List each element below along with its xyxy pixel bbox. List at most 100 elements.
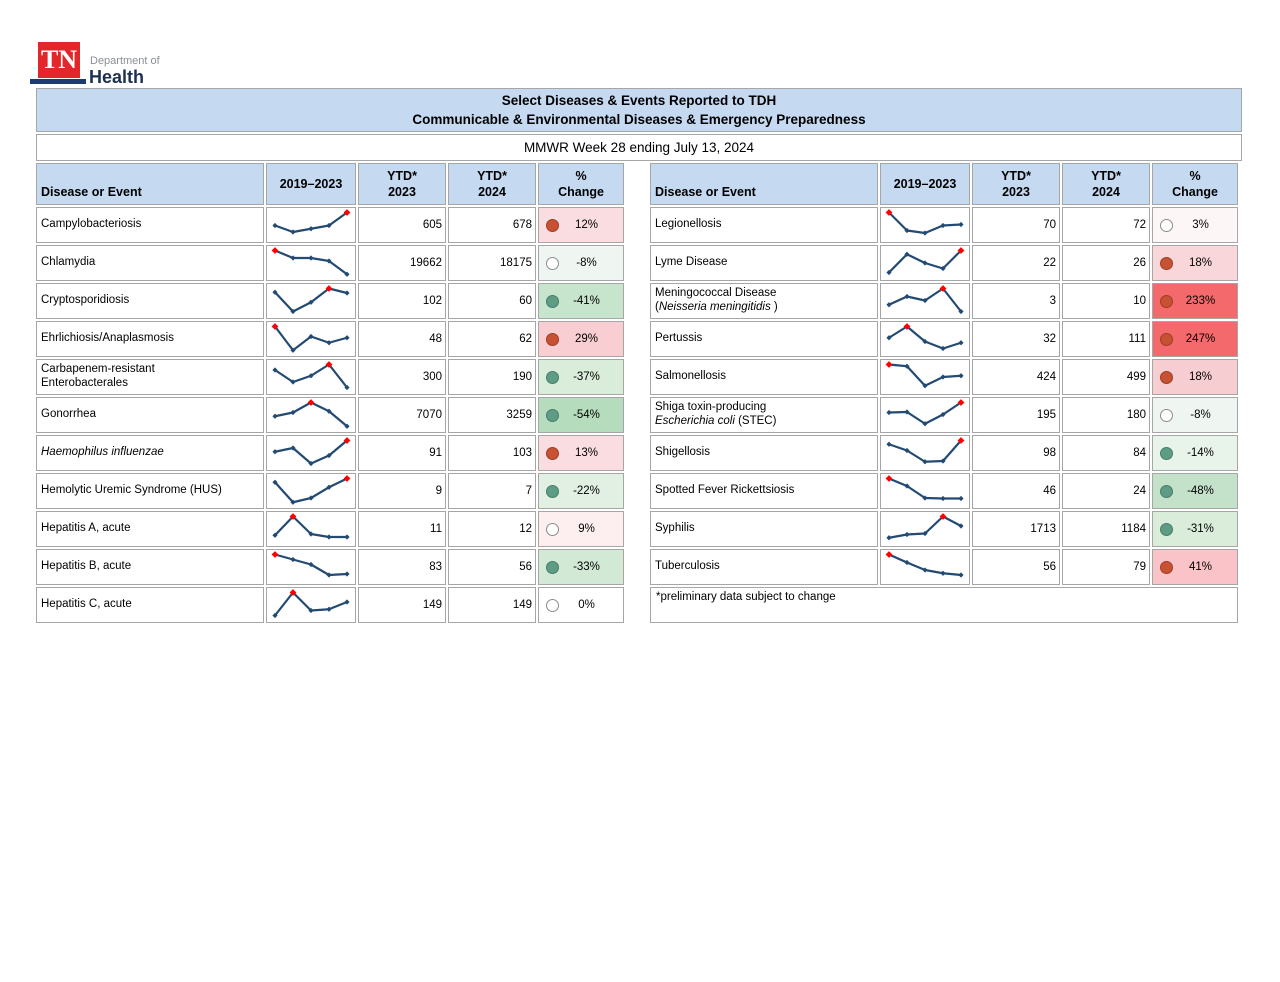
left-disease-name: Hepatitis A, acute — [36, 511, 264, 547]
trend-sparkline-svg — [886, 285, 964, 315]
spark-point-marker — [290, 409, 296, 416]
spark-point-marker — [922, 495, 928, 501]
right-ytd-2023-value: 32 — [972, 321, 1060, 357]
spark-point-marker — [272, 413, 278, 419]
right-ytd-2023-value: 46 — [972, 473, 1060, 509]
trend-sparkline-svg — [272, 209, 351, 235]
trend-sparkline-svg — [886, 437, 965, 465]
left-pct-change-cell: -22% — [538, 473, 624, 509]
spark-point-marker — [344, 534, 350, 540]
left-trend-sparkline — [266, 359, 356, 395]
spark-point-marker — [308, 255, 314, 261]
right-pct-change-cell: 18% — [1152, 245, 1238, 281]
spark-point-marker — [290, 445, 296, 451]
left-pct-change-cell: -33% — [538, 549, 624, 585]
left-trend-sparkline — [266, 245, 356, 281]
trend-sparkline-svg — [272, 589, 350, 619]
spark-point-marker — [344, 423, 350, 429]
spark-point-marker — [922, 567, 928, 573]
right-pct-change-value: 18% — [1188, 371, 1213, 383]
spark-point-marker — [958, 373, 964, 379]
spark-high-point-marker — [957, 247, 965, 254]
right-trend-sparkline — [880, 473, 970, 509]
right-ytd-2024-value: 24 — [1062, 473, 1150, 509]
disease-name-text: Haemophilus influenzae — [41, 446, 164, 459]
left-disease-name: Hemolytic Uremic Syndrome (HUS) — [36, 473, 264, 509]
trend-sparkline-svg — [272, 399, 350, 429]
spark-point-marker — [940, 458, 946, 464]
right-disease-name: Shiga toxin-producing Escherichia coli (S… — [650, 397, 878, 433]
left-disease-name: Hepatitis C, acute — [36, 587, 264, 623]
spark-high-point-marker — [885, 361, 893, 368]
spark-point-marker — [344, 571, 350, 577]
spark-point-marker — [922, 297, 928, 304]
spark-point-marker — [344, 384, 350, 391]
spark-point-marker — [344, 335, 350, 341]
left-pct-change-value: 29% — [574, 333, 599, 345]
right-ytd-2023-value: 195 — [972, 397, 1060, 433]
spark-point-marker — [886, 335, 892, 341]
right-pct-change-cell: 3% — [1152, 207, 1238, 243]
left-col-header-ytd-2023: YTD* 2023 — [358, 163, 446, 205]
spark-point-marker — [940, 411, 946, 418]
logo-underline — [30, 79, 86, 84]
col-header-line: % — [575, 168, 587, 183]
right-pct-change-cell: -8% — [1152, 397, 1238, 433]
col-header-line: Disease or Event — [655, 184, 756, 199]
spark-high-point-marker — [957, 399, 965, 406]
left-disease-name: Hepatitis B, acute — [36, 549, 264, 585]
left-trend-sparkline — [266, 207, 356, 243]
increase-indicator-icon — [1160, 256, 1173, 270]
disease-name-text: Hemolytic Uremic Syndrome (HUS) — [41, 484, 222, 497]
col-header-line: Disease or Event — [41, 184, 142, 199]
left-ytd-2023-value: 9 — [358, 473, 446, 509]
spark-point-marker — [326, 340, 332, 346]
right-disease-name: Meningococcal Disease (Neisseria meningit… — [650, 283, 878, 319]
spark-high-point-marker — [271, 551, 279, 558]
trend-sparkline-svg — [886, 323, 964, 352]
left-disease-name: Campylobacteriosis — [36, 207, 264, 243]
right-pct-change-value: 41% — [1188, 561, 1213, 573]
trend-sparkline-svg — [885, 361, 964, 389]
right-pct-change-value: 18% — [1188, 257, 1213, 269]
right-pct-change-value: 3% — [1192, 219, 1209, 231]
right-table: Disease or Event 2019–2023 YTD* 2023 YTD* 202… — [650, 163, 1242, 623]
left-pct-change-value: -33% — [573, 561, 600, 573]
left-ytd-2024-value: 103 — [448, 435, 536, 471]
spark-point-marker — [344, 290, 350, 296]
spark-point-marker — [344, 271, 350, 277]
spark-point-marker — [922, 383, 928, 389]
spark-point-marker — [272, 449, 278, 455]
left-ytd-2023-value: 83 — [358, 549, 446, 585]
disease-name-text: Hepatitis A, acute — [41, 522, 131, 535]
decrease-indicator-icon — [546, 294, 559, 308]
no-change-indicator-icon — [546, 522, 559, 536]
col-header-line: 2019–2023 — [279, 176, 343, 191]
trend-sparkline-svg — [272, 361, 350, 391]
spark-point-marker — [290, 499, 296, 505]
col-header-line: YTD* — [1001, 168, 1031, 183]
spark-point-marker — [272, 289, 278, 295]
spark-point-marker — [326, 222, 332, 229]
spark-point-marker — [904, 251, 910, 257]
spark-point-marker — [904, 483, 910, 489]
increase-indicator-icon — [546, 446, 559, 460]
report-title-line2: Communicable & Environmental Diseases & … — [412, 112, 866, 127]
spark-high-point-marker — [939, 513, 947, 520]
left-pct-change-cell: 0% — [538, 587, 624, 623]
spark-point-marker — [922, 459, 928, 465]
left-disease-name: Chlamydia — [36, 245, 264, 281]
left-pct-change-cell: 13% — [538, 435, 624, 471]
right-disease-name: Lyme Disease — [650, 245, 878, 281]
right-trend-sparkline — [880, 283, 970, 319]
left-pct-change-cell: -54% — [538, 397, 624, 433]
right-disease-name: Syphilis — [650, 511, 878, 547]
disease-name-text: Hepatitis C, acute — [41, 598, 132, 611]
spark-point-marker — [940, 265, 946, 272]
disease-report: Select Diseases & Events Reported to TDH… — [36, 88, 1242, 623]
left-pct-change-value: -8% — [576, 257, 597, 269]
left-disease-name: Ehrlichiosis/Anaplasmosis — [36, 321, 264, 357]
col-header-line: Change — [1172, 185, 1218, 199]
left-table: Disease or Event 2019–2023 YTD* 2023 YTD* 202… — [36, 163, 628, 623]
left-pct-change-value: 0% — [578, 599, 595, 611]
